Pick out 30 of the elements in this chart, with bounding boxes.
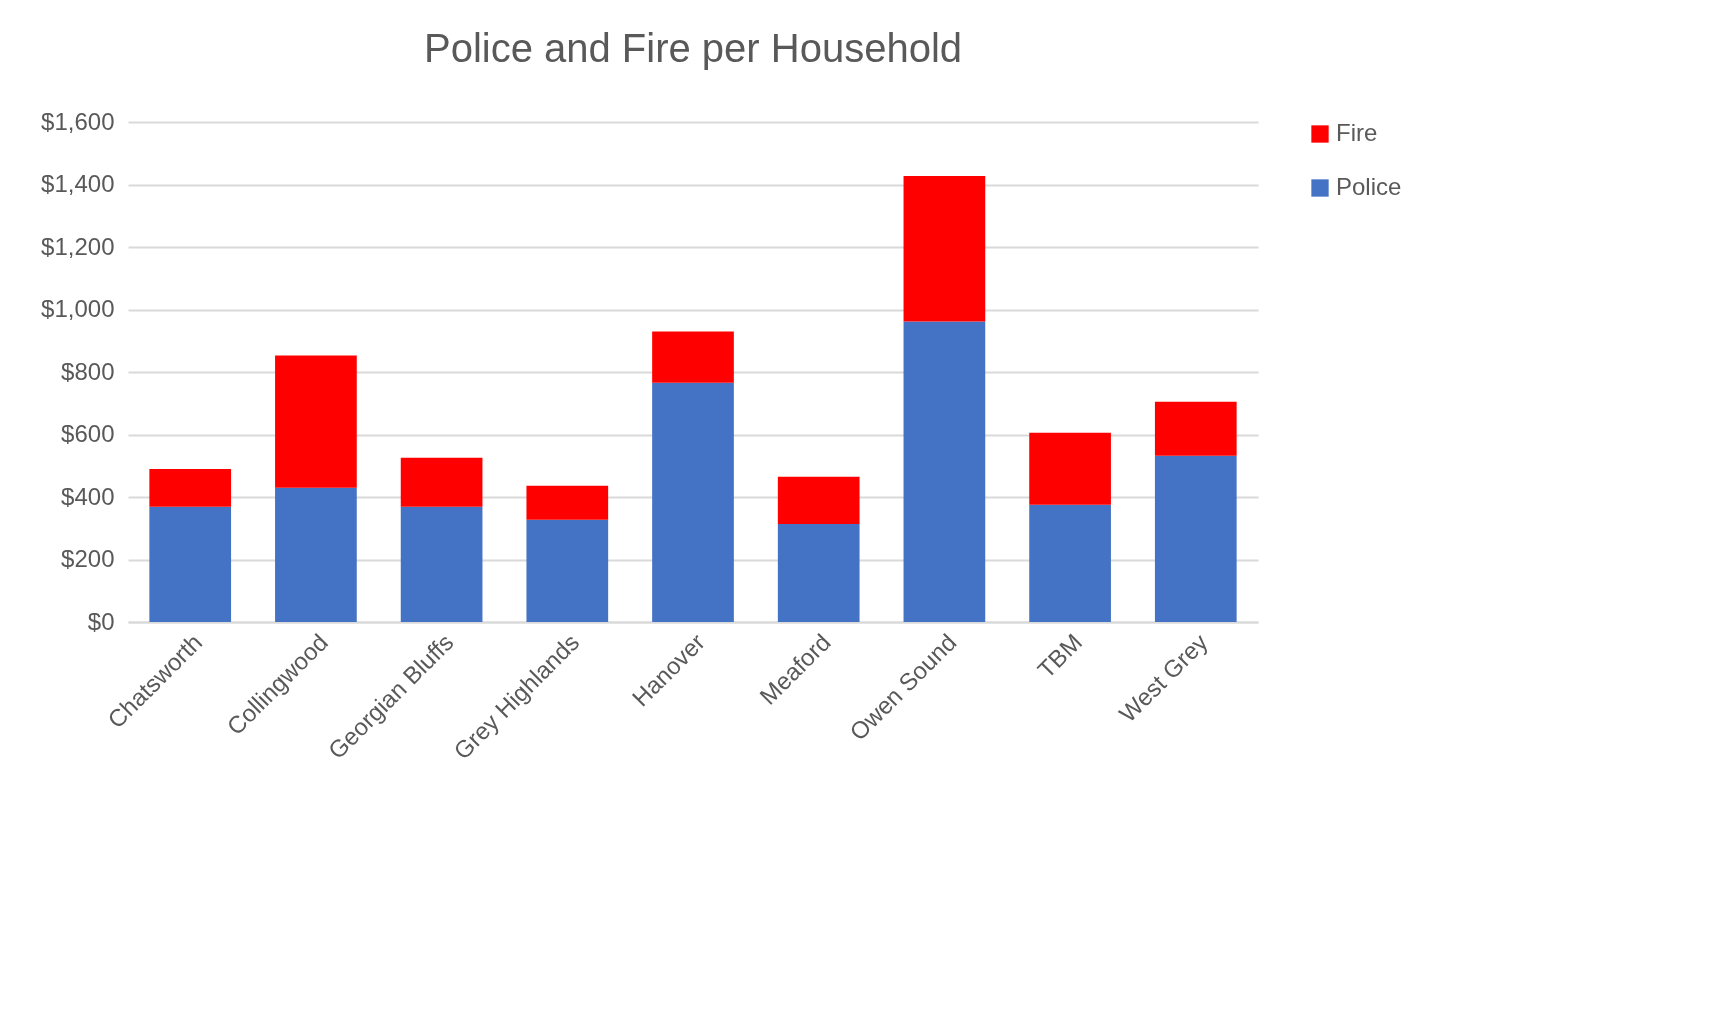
bar [652,382,734,622]
bar [777,523,860,622]
bar [275,355,357,488]
bar [1154,455,1237,622]
y-tick-label: $200 [61,545,115,572]
bar [777,476,860,524]
y-tick-label: $600 [61,420,115,447]
bar [400,506,483,622]
bar [1154,401,1237,456]
legend-label: Police [1336,173,1402,200]
y-tick-label: $0 [87,607,115,635]
bar [1029,504,1111,622]
bar [149,468,232,507]
y-tick-label: $400 [61,482,115,510]
bar [526,485,609,520]
y-tick-label: $1,200 [41,232,115,260]
bar [652,331,734,383]
y-tick-label: $1,000 [41,295,115,322]
chart-title: Police and Fire per Household [423,26,963,70]
bar [526,519,609,622]
y-tick-label: $1,400 [41,170,115,197]
legend-label: Fire [1336,119,1378,146]
y-tick-label: $1,600 [41,107,115,135]
bar [903,321,986,622]
bar [149,506,232,622]
y-tick-label: $800 [61,357,115,385]
bar [1029,432,1111,505]
bar [400,457,483,507]
bar [275,487,357,622]
bar [903,176,986,322]
